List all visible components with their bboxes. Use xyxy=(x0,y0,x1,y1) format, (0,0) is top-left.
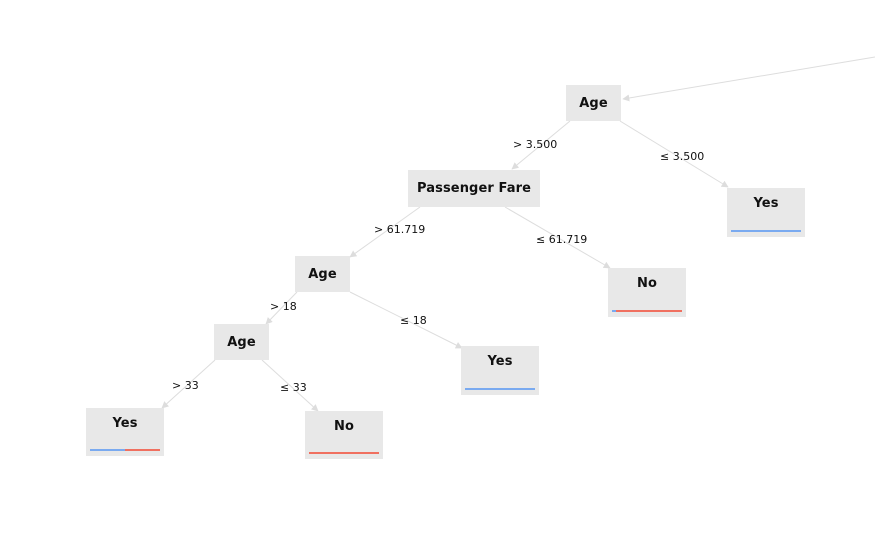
edge-label-age3-right: ≤ 33 xyxy=(280,381,307,394)
edge-root-to-yes xyxy=(619,120,729,188)
edge-age3-to-yes xyxy=(161,359,216,409)
edge-fare-to-no xyxy=(504,206,611,269)
node-age-level3[interactable]: Age xyxy=(295,256,350,292)
node-age-level3-label: Age xyxy=(308,266,337,282)
leaf-fare-no-distribution-bar xyxy=(612,310,682,312)
edge-label-age2-left: > 18 xyxy=(270,300,297,313)
leaf-fare-no-label: No xyxy=(636,276,657,291)
bar-segment-no xyxy=(615,310,682,312)
bar-segment-no xyxy=(309,452,379,454)
leaf-age3-yes[interactable]: Yes xyxy=(86,408,164,456)
node-age-level4-label: Age xyxy=(227,334,256,350)
edge-fare-to-age2 xyxy=(349,206,421,258)
edge-label-fare-left: > 61.719 xyxy=(374,223,426,236)
edge-incoming-root xyxy=(622,56,875,102)
bar-segment-yes xyxy=(731,230,801,232)
node-root-age[interactable]: Age xyxy=(566,85,621,121)
bar-segment-yes xyxy=(465,388,535,390)
leaf-age3-no[interactable]: No xyxy=(305,411,383,459)
leaf-age2-yes-distribution-bar xyxy=(465,388,535,390)
leaf-root-yes-label: Yes xyxy=(753,196,779,211)
edge-label-fare-right: ≤ 61.719 xyxy=(536,233,588,246)
leaf-root-yes-distribution-bar xyxy=(731,230,801,232)
edge-label-root-left: > 3.500 xyxy=(513,138,558,151)
leaf-age3-no-distribution-bar xyxy=(309,452,379,454)
bar-segment-yes xyxy=(612,310,616,312)
node-passenger-fare[interactable]: Passenger Fare xyxy=(408,170,540,207)
node-age-level4[interactable]: Age xyxy=(214,324,269,360)
node-passenger-fare-label: Passenger Fare xyxy=(416,181,532,196)
leaf-age3-yes-label: Yes xyxy=(112,416,138,431)
edge-age3-to-no xyxy=(261,359,319,412)
leaf-age3-no-label: No xyxy=(333,419,354,434)
edge-label-age2-right: ≤ 18 xyxy=(400,314,427,327)
edge-age2-to-yes xyxy=(349,291,463,349)
bar-segment-yes xyxy=(90,449,125,451)
leaf-age2-yes-label: Yes xyxy=(487,354,513,369)
edge-age2-to-age3 xyxy=(265,291,298,325)
leaf-fare-no[interactable]: No xyxy=(608,268,686,317)
leaf-root-yes[interactable]: Yes xyxy=(727,188,805,237)
bar-segment-no xyxy=(125,449,160,451)
leaf-age2-yes[interactable]: Yes xyxy=(461,346,539,395)
leaf-age3-yes-distribution-bar xyxy=(90,449,160,451)
edge-root-to-fare xyxy=(511,120,571,170)
edge-label-root-right: ≤ 3.500 xyxy=(660,150,705,163)
node-root-age-label: Age xyxy=(579,95,608,111)
edge-label-age3-left: > 33 xyxy=(172,379,199,392)
